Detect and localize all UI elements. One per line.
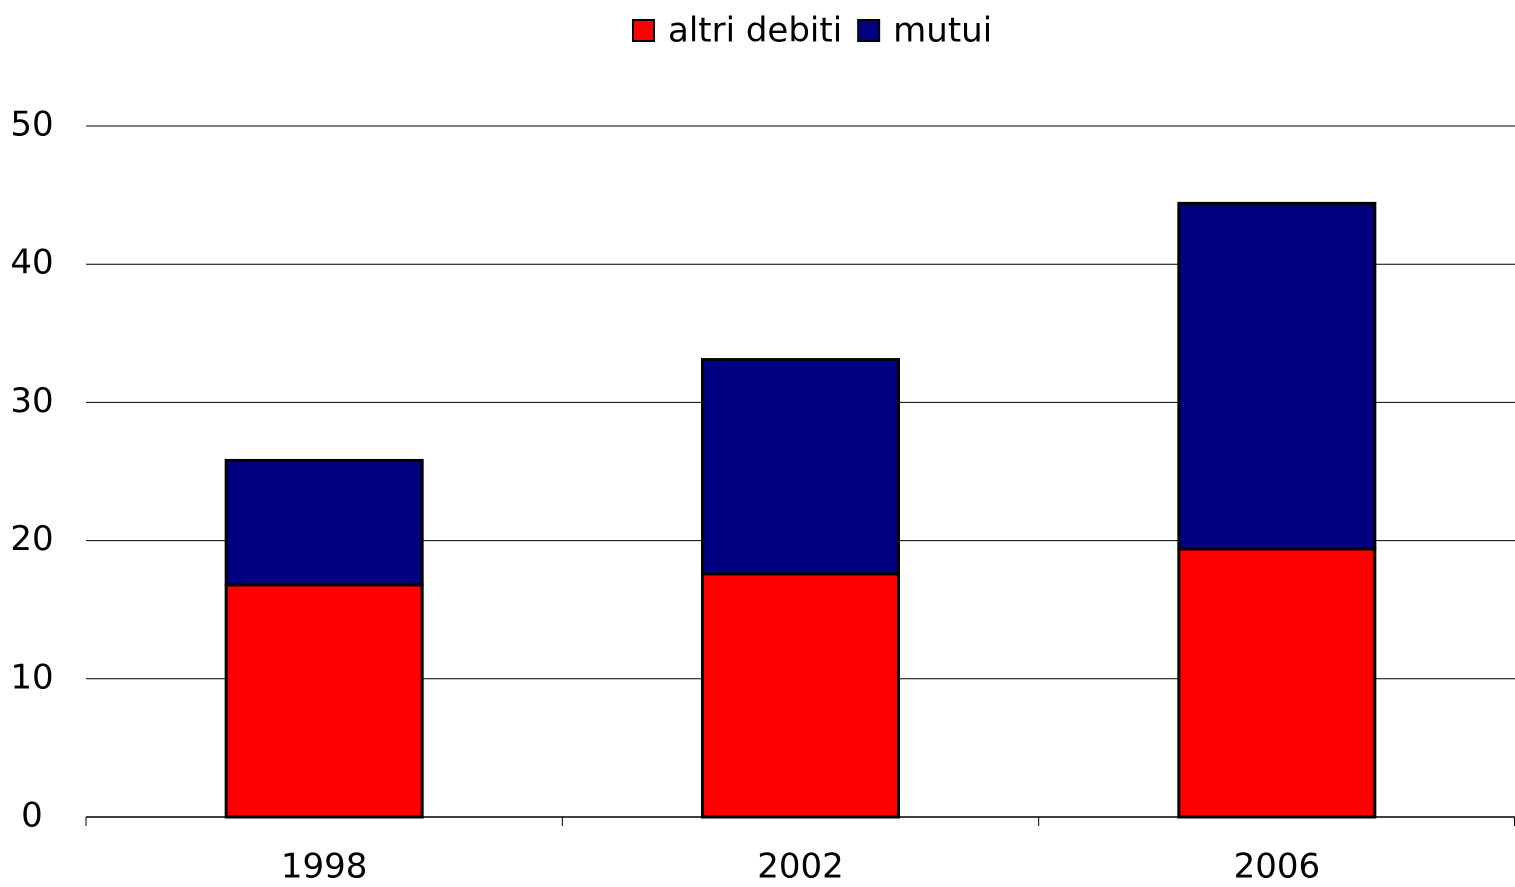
y-tick-label: 0 <box>21 796 43 836</box>
legend-swatch <box>857 19 881 42</box>
legend-label: altri debiti <box>668 11 842 51</box>
y-tick-label: 50 <box>10 105 53 145</box>
x-tick-label: 1998 <box>281 847 368 887</box>
bar-segment <box>1177 201 1377 551</box>
y-tick-label: 20 <box>10 519 53 559</box>
bar-segment <box>224 458 424 587</box>
bar-segment <box>701 572 900 819</box>
bar-segment <box>701 358 900 576</box>
legend-swatch <box>632 19 655 42</box>
bar-segment <box>1177 547 1377 819</box>
x-tick-label: 2002 <box>757 847 844 887</box>
y-tick-label: 30 <box>10 381 53 421</box>
y-tick-label: 10 <box>10 657 53 697</box>
x-tick-label: 2006 <box>1234 847 1321 887</box>
bar-segment <box>224 583 424 819</box>
legend-label: mutui <box>893 11 992 51</box>
y-tick-label: 40 <box>10 243 53 283</box>
